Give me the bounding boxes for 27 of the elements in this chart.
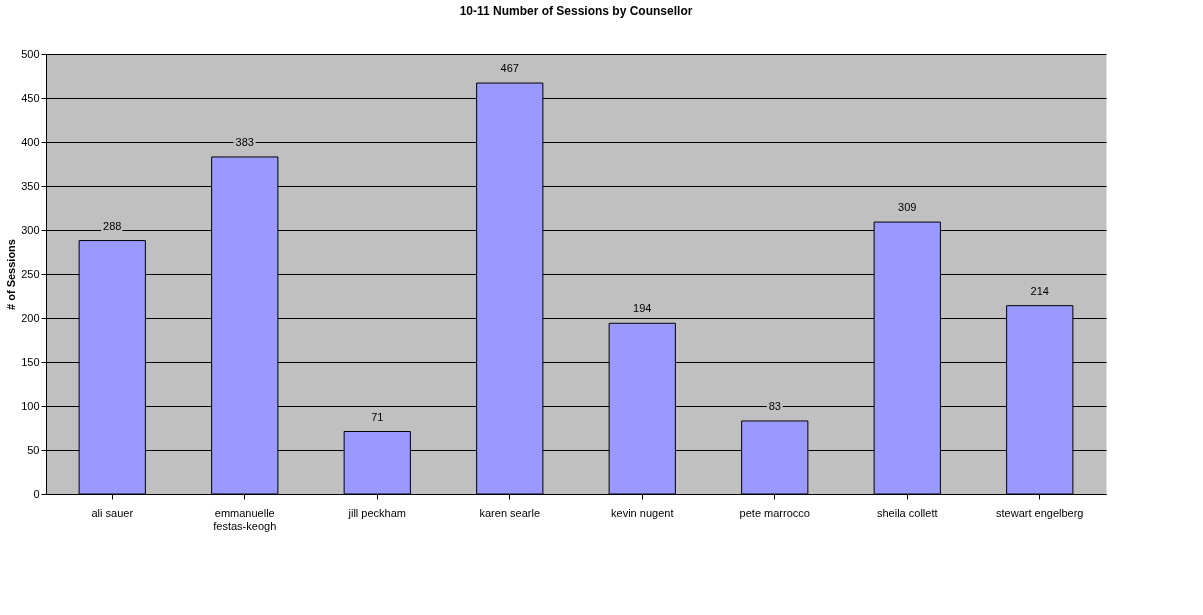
y-tick-label: 250 (21, 267, 40, 280)
chart-title: 10-11 Number of Sessions by Counsellor (459, 4, 693, 18)
x-tick-label: pete marrocco (739, 506, 810, 519)
y-tick-label: 200 (21, 311, 40, 324)
x-tick-label: stewart engelberg (996, 506, 1084, 519)
data-label: 309 (898, 201, 917, 214)
y-tick-label: 0 (33, 487, 40, 500)
x-tick-label: emmanuelle festas-keogh (213, 506, 277, 532)
data-label: 194 (633, 302, 652, 315)
x-tick-label: kevin nugent (611, 506, 674, 519)
y-axis-title: # of Sessions (5, 239, 18, 310)
y-tick-label: 500 (21, 47, 40, 60)
x-tick-label: sheila collett (876, 506, 938, 519)
y-tick-label: 150 (21, 355, 40, 368)
y-tick-label: 300 (21, 223, 40, 236)
y-tick-label: 400 (21, 135, 40, 148)
x-tick-label: karen searle (479, 506, 541, 519)
data-label: 288 (103, 219, 122, 232)
data-label: 71 (371, 410, 384, 423)
y-tick-label: 350 (21, 179, 40, 192)
data-label: 467 (500, 62, 519, 75)
data-label: 214 (1030, 284, 1049, 297)
x-tick-label: ali sauer (91, 506, 134, 519)
x-tick-label: jill peckham (347, 506, 406, 519)
y-tick-label: 100 (21, 399, 40, 412)
y-tick-label: 450 (21, 91, 40, 104)
y-tick-label: 50 (27, 443, 40, 456)
